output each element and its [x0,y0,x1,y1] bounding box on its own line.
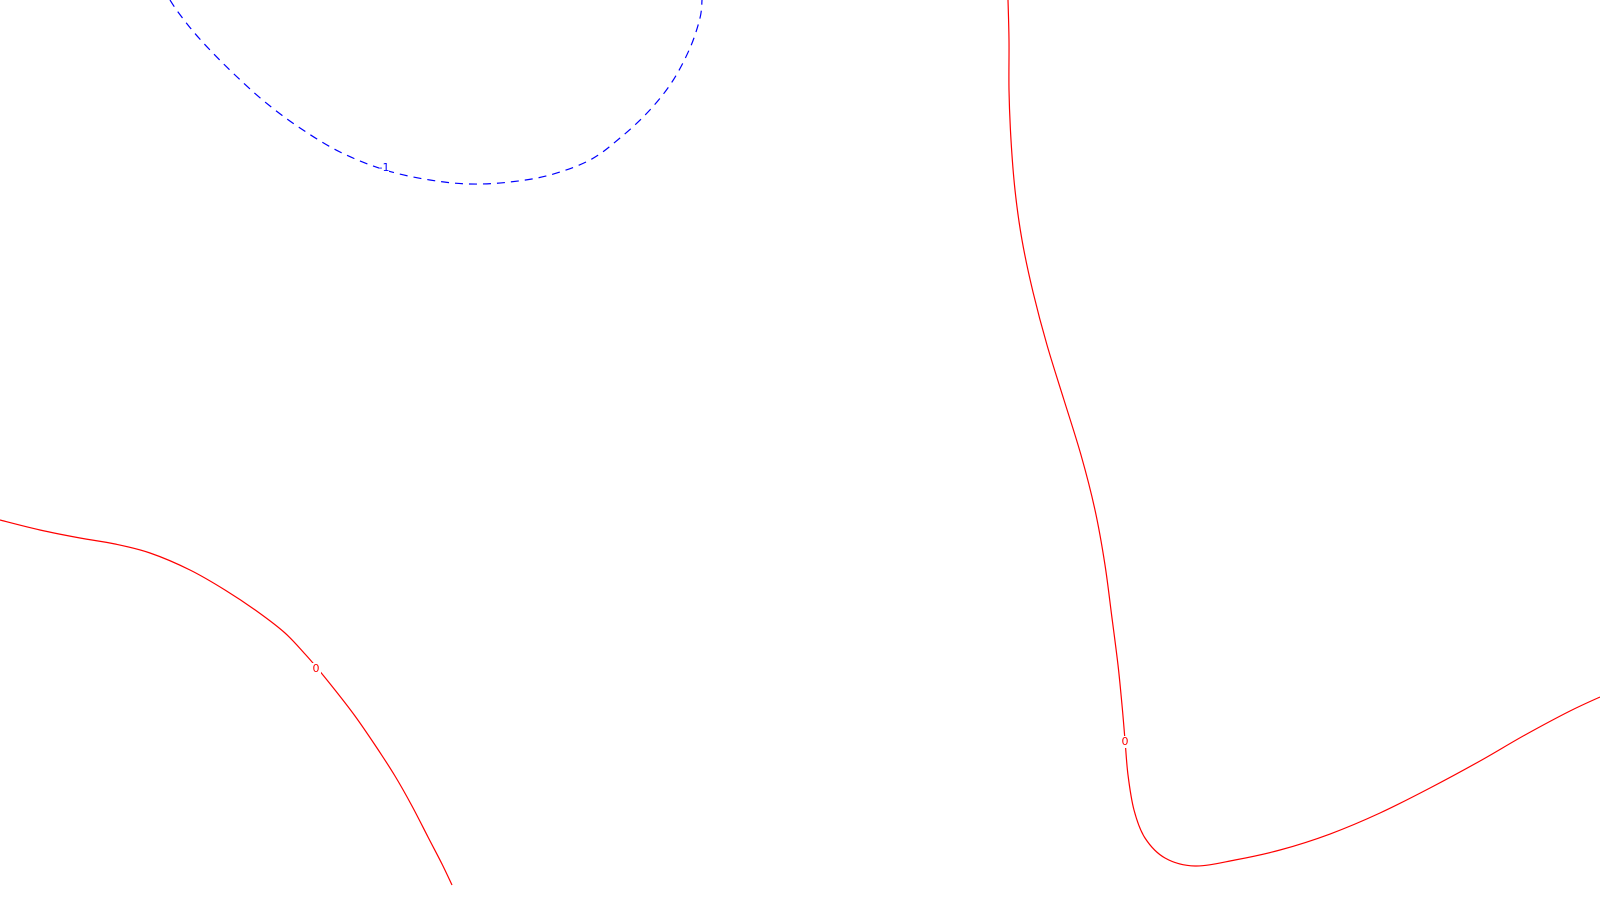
contour-line-level-neg1-0 [169,0,703,185]
contour-labels-layer: -1 0 0 [311,161,1130,748]
contour-label-background [311,663,321,675]
contour-label-background [379,162,389,174]
contour-label-level-neg1-0: -1 [379,161,390,174]
contour-label-background [1120,736,1130,748]
contour-line-level-0-1 [1007,0,1600,867]
contour-label-level-0-1: 0 [1122,735,1129,748]
contour-line-level-0-0 [0,519,453,886]
contour-label-level-0-0: 0 [313,662,320,675]
